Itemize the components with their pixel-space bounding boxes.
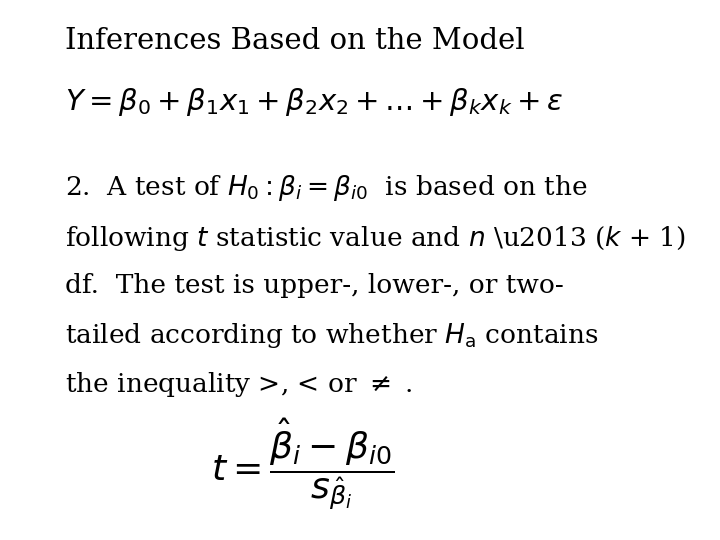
Text: $Y = \beta_0 + \beta_1 x_1 + \beta_2 x_2 + \ldots + \beta_k x_k + \varepsilon$: $Y = \beta_0 + \beta_1 x_1 + \beta_2 x_2… <box>65 86 563 118</box>
Text: $t = \dfrac{\hat{\beta}_i - \beta_{i0}}{s_{\hat{\beta}_i}}$: $t = \dfrac{\hat{\beta}_i - \beta_{i0}}{… <box>211 417 394 512</box>
Text: Inferences Based on the Model: Inferences Based on the Model <box>65 27 524 55</box>
Text: tailed according to whether $H_\mathrm{a}$ contains: tailed according to whether $H_\mathrm{a… <box>65 321 598 350</box>
Text: df.  The test is upper-, lower-, or two-: df. The test is upper-, lower-, or two- <box>65 273 564 298</box>
Text: the inequality >, < or $\neq$ .: the inequality >, < or $\neq$ . <box>65 370 413 399</box>
Text: following $t$ statistic value and $n$ \u2013 ($k$ + 1): following $t$ statistic value and $n$ \u… <box>65 224 685 253</box>
Text: 2.  A test of $H_0 : \beta_i = \beta_{i0}$  is based on the: 2. A test of $H_0 : \beta_i = \beta_{i0}… <box>65 173 588 203</box>
